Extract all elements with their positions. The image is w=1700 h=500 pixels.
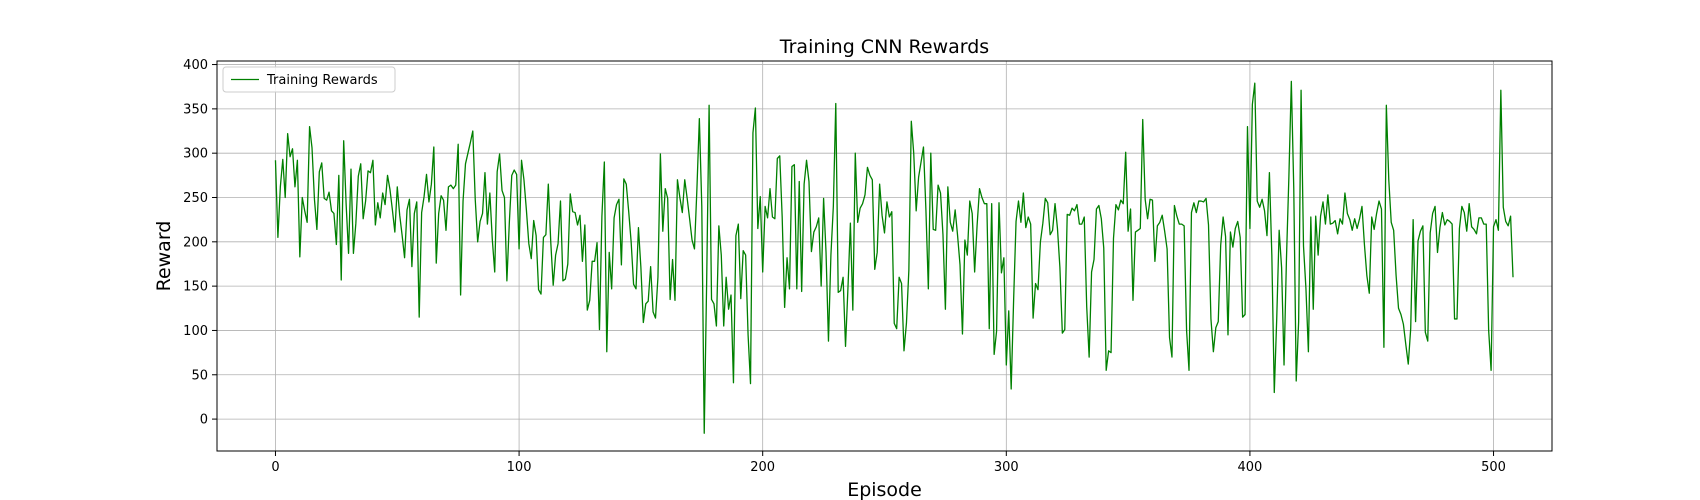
- y-tick-label: 200: [183, 235, 208, 250]
- x-axis-label: Episode: [847, 479, 922, 500]
- y-tick-label: 350: [183, 102, 208, 117]
- y-tick-label: 250: [183, 191, 208, 206]
- legend-label: Training Rewards: [266, 73, 378, 88]
- x-tick-label: 100: [507, 460, 532, 475]
- chart-title: Training CNN Rewards: [779, 36, 989, 58]
- legend-box: [222, 66, 396, 93]
- x-tick-label: 0: [271, 460, 279, 475]
- y-tick-label: 50: [191, 368, 208, 383]
- x-tick-label: 200: [750, 460, 775, 475]
- y-axis-label: Reward: [153, 221, 175, 292]
- plot-frame: [216, 60, 1553, 452]
- x-tick-label: 500: [1481, 460, 1506, 475]
- y-tick-label: 0: [200, 413, 208, 428]
- x-tick-label: 400: [1238, 460, 1263, 475]
- x-tick-label: 300: [994, 460, 1019, 475]
- y-tick-label: 150: [183, 280, 208, 295]
- series-layer: [274, 80, 1514, 434]
- legend: Training Rewards: [222, 66, 396, 93]
- grid: [217, 61, 1552, 451]
- y-tick-label: 300: [183, 147, 208, 162]
- x-axis: 0 100 200 300 400 500: [271, 451, 1506, 475]
- y-tick-label: 100: [183, 324, 208, 339]
- series-line-training-rewards: [274, 80, 1514, 434]
- y-tick-label: 400: [183, 58, 208, 73]
- y-axis: 0 50 100 150 200 250 300 350 400: [183, 58, 217, 428]
